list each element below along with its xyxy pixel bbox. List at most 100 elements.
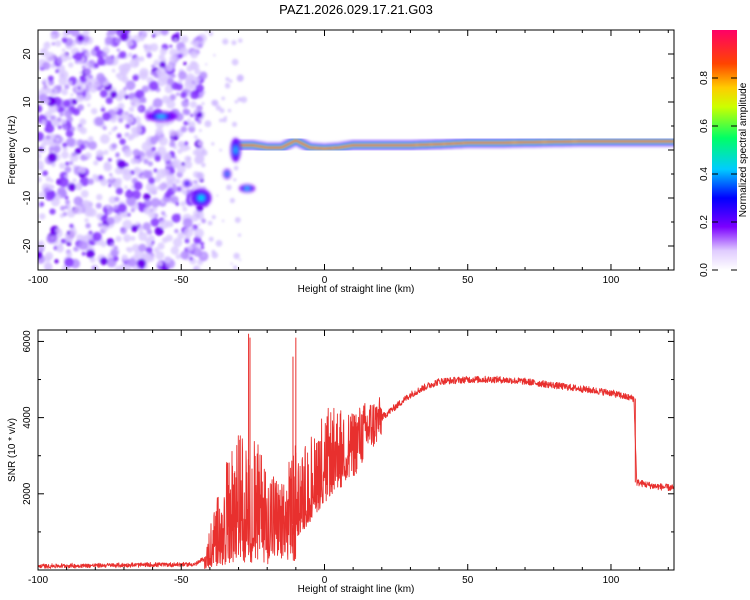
noise-dot <box>139 37 144 42</box>
noise-dot <box>211 142 215 146</box>
noise-dot <box>78 240 88 251</box>
noise-dot <box>101 224 109 232</box>
noise-dot <box>115 152 120 157</box>
noise-dot <box>108 158 112 162</box>
noise-dot <box>104 55 115 66</box>
x-tick-label: 100 <box>603 575 620 586</box>
noise-dot <box>114 37 122 44</box>
noise-dot <box>225 77 230 82</box>
noise-dot <box>79 144 86 150</box>
noise-dot <box>174 228 179 234</box>
noise-dot <box>233 265 238 270</box>
noise-dot <box>152 98 163 108</box>
noise-dot <box>136 258 147 269</box>
noise-dot <box>161 151 172 162</box>
noise-dot <box>64 174 69 179</box>
noise-dot <box>110 91 118 99</box>
spectrogram-x-ticks: -100 -50 0 50 100 <box>28 30 669 286</box>
noise-dot <box>60 205 66 211</box>
noise-dot <box>118 117 124 123</box>
noise-dot <box>150 71 155 76</box>
noise-dot <box>202 253 206 257</box>
noise-dot <box>64 257 74 268</box>
noise-dot <box>143 193 151 201</box>
noise-dot <box>113 245 118 250</box>
noise-dot <box>164 84 174 94</box>
noise-dot <box>187 245 194 252</box>
noise-dot <box>117 71 127 82</box>
blob-core <box>244 187 250 190</box>
noise-dot <box>45 134 51 140</box>
noise-dot <box>69 223 74 229</box>
noise-dot <box>124 133 129 138</box>
x-tick-label: -50 <box>174 275 189 286</box>
noise-dot <box>59 112 64 117</box>
noise-dot <box>123 234 131 243</box>
noise-dot <box>117 102 125 110</box>
noise-dot <box>175 202 180 206</box>
x-tick-label: -100 <box>28 575 48 586</box>
noise-dot <box>65 199 71 205</box>
noise-dot <box>49 133 56 141</box>
noise-dot <box>105 204 111 209</box>
noise-dot <box>169 94 176 101</box>
noise-dot <box>103 149 109 155</box>
x-tick-label: 50 <box>462 575 474 586</box>
noise-dot <box>187 118 191 122</box>
noise-dot <box>132 149 141 157</box>
noise-dot <box>62 142 68 148</box>
noise-dot <box>144 44 149 49</box>
noise-dot <box>133 181 143 191</box>
noise-dot <box>186 65 193 72</box>
noise-dot <box>99 86 103 90</box>
noise-dot <box>175 129 184 138</box>
noise-dot <box>123 148 133 158</box>
noise-dot <box>201 42 205 45</box>
snr-y-ticks: 2000 4000 6000 <box>22 330 674 533</box>
noise-dot <box>56 84 62 91</box>
noise-dot <box>150 136 158 145</box>
noise-dot <box>130 97 140 108</box>
noise-dot <box>73 52 83 61</box>
noise-dot <box>229 197 235 204</box>
noise-dot <box>125 190 134 199</box>
blob-core <box>234 146 238 154</box>
noise-dot <box>106 32 110 36</box>
noise-dot <box>177 164 186 174</box>
noise-dot <box>130 157 138 165</box>
noise-dot <box>141 85 149 93</box>
noise-dot <box>101 104 105 108</box>
snr-data <box>38 333 674 569</box>
noise-dot <box>180 91 187 99</box>
y-tick-label: 4000 <box>22 406 33 429</box>
noise-dot <box>104 36 114 45</box>
spectrogram-blobs <box>145 111 256 207</box>
x-tick-label: 0 <box>322 275 328 286</box>
noise-dot <box>88 83 98 93</box>
noise-dot <box>113 204 119 210</box>
noise-dot <box>116 215 123 222</box>
noise-dot <box>134 56 141 62</box>
noise-dot <box>126 247 130 251</box>
noise-dot <box>43 78 48 83</box>
noise-dot <box>41 119 47 125</box>
noise-dot <box>44 191 55 201</box>
noise-dot <box>145 238 151 244</box>
noise-dot <box>120 227 127 235</box>
noise-dot <box>171 185 179 193</box>
noise-dot <box>61 37 68 43</box>
noise-dot <box>193 109 199 114</box>
noise-dot <box>151 146 156 152</box>
noise-dot <box>130 126 138 134</box>
noise-dot <box>84 152 92 160</box>
noise-dot <box>190 113 194 118</box>
colorbar-gradient <box>712 30 737 270</box>
y-tick-label: 10 <box>22 96 33 108</box>
noise-dot <box>149 43 159 52</box>
noise-dot <box>146 52 152 57</box>
noise-dot <box>145 182 156 192</box>
noise-dot <box>88 141 97 150</box>
noise-dot <box>169 44 173 48</box>
noise-dot <box>91 108 98 115</box>
noise-dot <box>110 242 115 247</box>
